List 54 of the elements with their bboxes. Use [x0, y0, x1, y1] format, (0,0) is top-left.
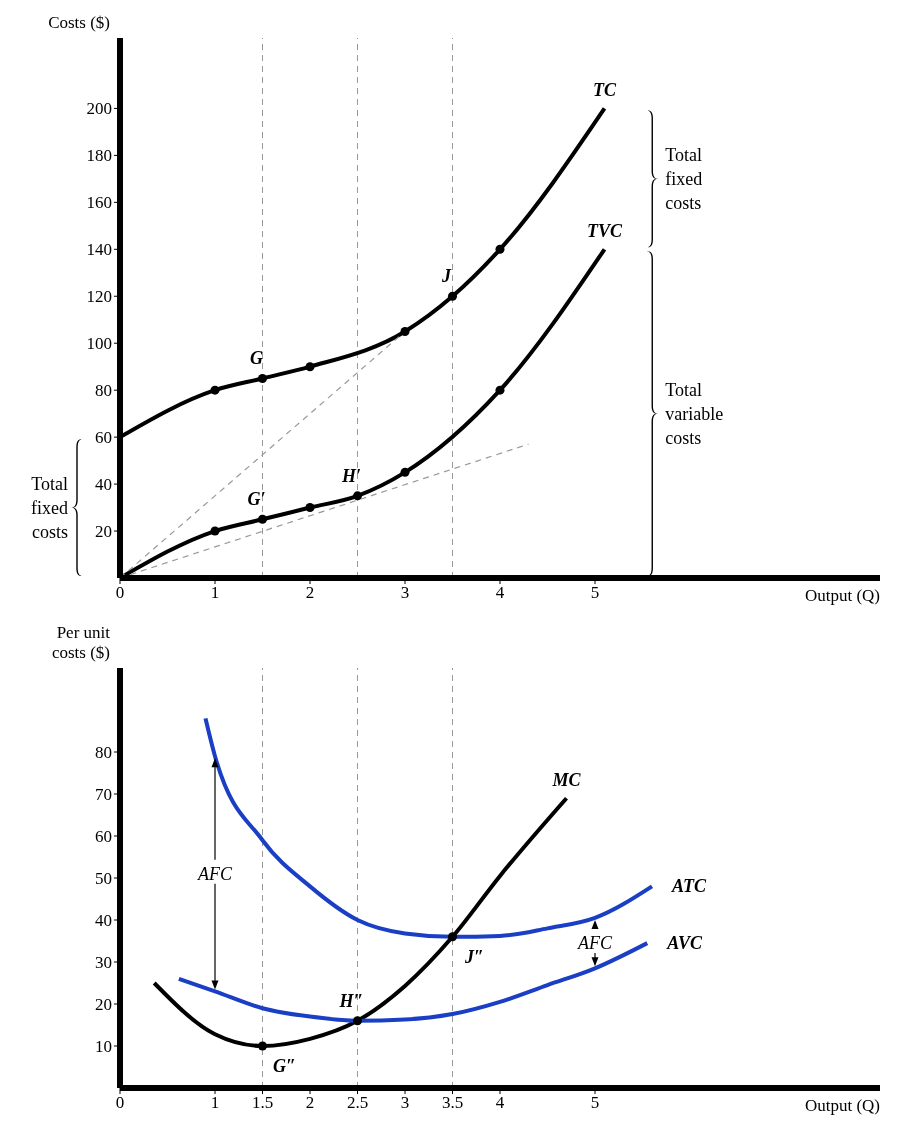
x-tick-label: 4	[495, 583, 505, 603]
y-tick-label: 140	[86, 240, 112, 260]
annotation: AFC	[577, 933, 613, 954]
annotation: G′	[247, 489, 266, 510]
y-tick-label: 120	[86, 287, 112, 307]
y-tick-label: 80	[95, 381, 112, 401]
annotation: H′	[340, 465, 362, 486]
y-tick-label: 160	[86, 193, 112, 213]
y-tick-label: 30	[95, 953, 112, 973]
x-axis-title: Output (Q)	[804, 586, 880, 605]
y-tick-label: 40	[95, 911, 112, 931]
x-tick-label: 2	[305, 1093, 315, 1113]
annotation: J	[441, 266, 452, 287]
x-tick-label: 3.5	[441, 1093, 464, 1113]
annotation: Total fixed costs	[665, 144, 703, 213]
x-tick-label: 2	[305, 583, 315, 603]
y-tick-label: 50	[95, 869, 112, 889]
x-axis-title: Output (Q)	[804, 1096, 880, 1115]
series-label: ATC	[671, 876, 708, 897]
annotation: G″	[273, 1056, 296, 1076]
x-tick-label: 5	[590, 1093, 600, 1113]
series-label: MC	[551, 770, 582, 791]
y-tick-label: 100	[86, 334, 112, 354]
series-label: TVC	[586, 221, 623, 242]
text: Total fixed costs	[31, 473, 68, 542]
annotation: J″	[464, 946, 484, 967]
y-tick-label: 60	[95, 827, 112, 847]
series-label: AVC	[666, 933, 703, 954]
x-tick-label: 3	[400, 1093, 410, 1113]
x-tick-label: 1.5	[251, 1093, 274, 1113]
annotation: H″	[338, 990, 364, 1011]
y-tick-label: 70	[95, 785, 112, 805]
y-axis-title: Costs ($)	[48, 13, 110, 32]
x-tick-label: 1	[210, 583, 220, 603]
x-tick-label: 2.5	[346, 1093, 369, 1113]
y-tick-label: 20	[95, 522, 112, 542]
series-label: TC	[592, 80, 617, 101]
x-tick-label: 0	[115, 583, 125, 603]
y-axis-title: Per unit costs ($)	[51, 623, 111, 662]
y-tick-label: 180	[86, 146, 112, 166]
y-tick-label: 80	[95, 743, 112, 763]
annotation: G	[250, 348, 263, 369]
y-tick-label: 200	[86, 99, 112, 119]
x-tick-label: 3	[400, 583, 410, 603]
annotation: AFC	[197, 863, 233, 884]
y-tick-label: 10	[95, 1037, 112, 1057]
x-tick-label: 0	[115, 1093, 125, 1113]
annotation: Total variable costs	[665, 379, 724, 448]
x-tick-label: 4	[495, 1093, 505, 1113]
y-tick-label: 40	[95, 475, 112, 495]
y-tick-label: 20	[95, 995, 112, 1015]
y-tick-label: 60	[95, 428, 112, 448]
x-tick-label: 1	[210, 1093, 220, 1113]
x-tick-label: 5	[590, 583, 600, 603]
